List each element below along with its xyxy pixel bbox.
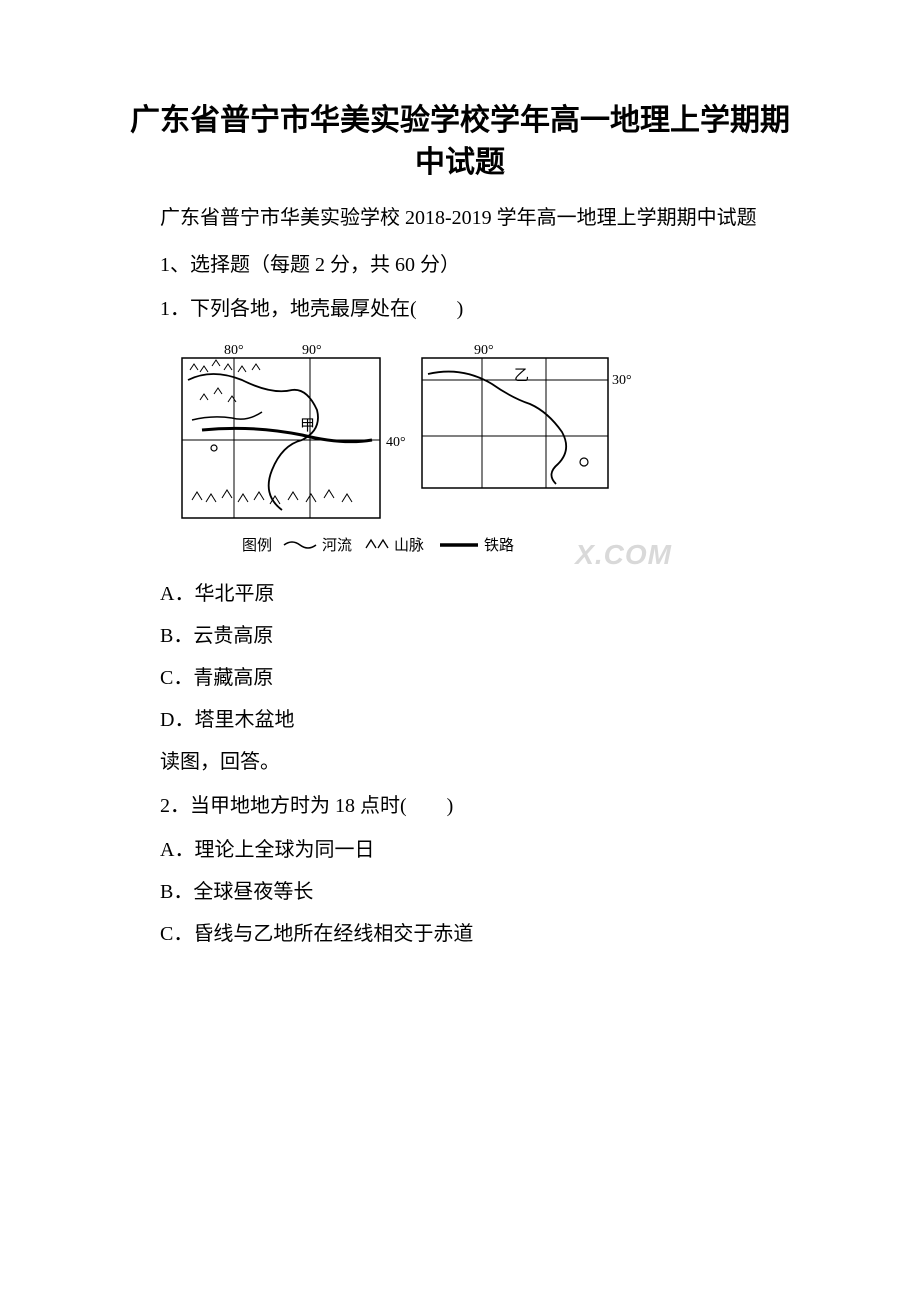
legend-mountain: 山脉 bbox=[394, 537, 424, 554]
q1-option-a: A．华北平原 bbox=[120, 575, 800, 613]
q1-option-c: C．青藏高原 bbox=[120, 659, 800, 697]
legend-label: 图例 bbox=[242, 537, 272, 554]
lon-90-right-label: 90° bbox=[474, 343, 494, 358]
lat-30-label: 30° bbox=[612, 373, 632, 388]
lon-80-label: 80° bbox=[224, 343, 244, 358]
q1-option-b: B．云贵高原 bbox=[120, 617, 800, 655]
q2-option-b: B．全球昼夜等长 bbox=[120, 873, 800, 911]
legend-railway: 铁路 bbox=[484, 537, 514, 554]
q2-option-c: C．昏线与乙地所在经线相交于赤道 bbox=[120, 915, 800, 953]
read-prompt: 读图，回答。 bbox=[120, 743, 800, 781]
map-svg: 80° 90° 40° 甲 90° 30° bbox=[152, 340, 632, 560]
section-heading: 1、选择题（每题 2 分，共 60 分） bbox=[120, 246, 800, 284]
subtitle: 广东省普宁市华美实验学校 2018-2019 学年高一地理上学期期中试题 bbox=[120, 202, 800, 234]
q1-stem: 1．下列各地，地壳最厚处在( ) bbox=[120, 290, 800, 328]
yi-label: 乙 bbox=[514, 368, 529, 384]
q1-option-d: D．塔里木盆地 bbox=[120, 701, 800, 739]
q2-option-a: A．理论上全球为同一日 bbox=[120, 831, 800, 869]
lat-40-label: 40° bbox=[386, 435, 406, 450]
map-figure: 80° 90° 40° 甲 90° 30° bbox=[152, 340, 632, 565]
q2-stem: 2．当甲地地方时为 18 点时( ) bbox=[120, 787, 800, 825]
page-title: 广东省普宁市华美实验学校学年高一地理上学期期中试题 bbox=[120, 100, 800, 184]
lon-90-left-label: 90° bbox=[302, 343, 322, 358]
jia-label: 甲 bbox=[300, 418, 315, 434]
legend-river: 河流 bbox=[322, 537, 352, 554]
